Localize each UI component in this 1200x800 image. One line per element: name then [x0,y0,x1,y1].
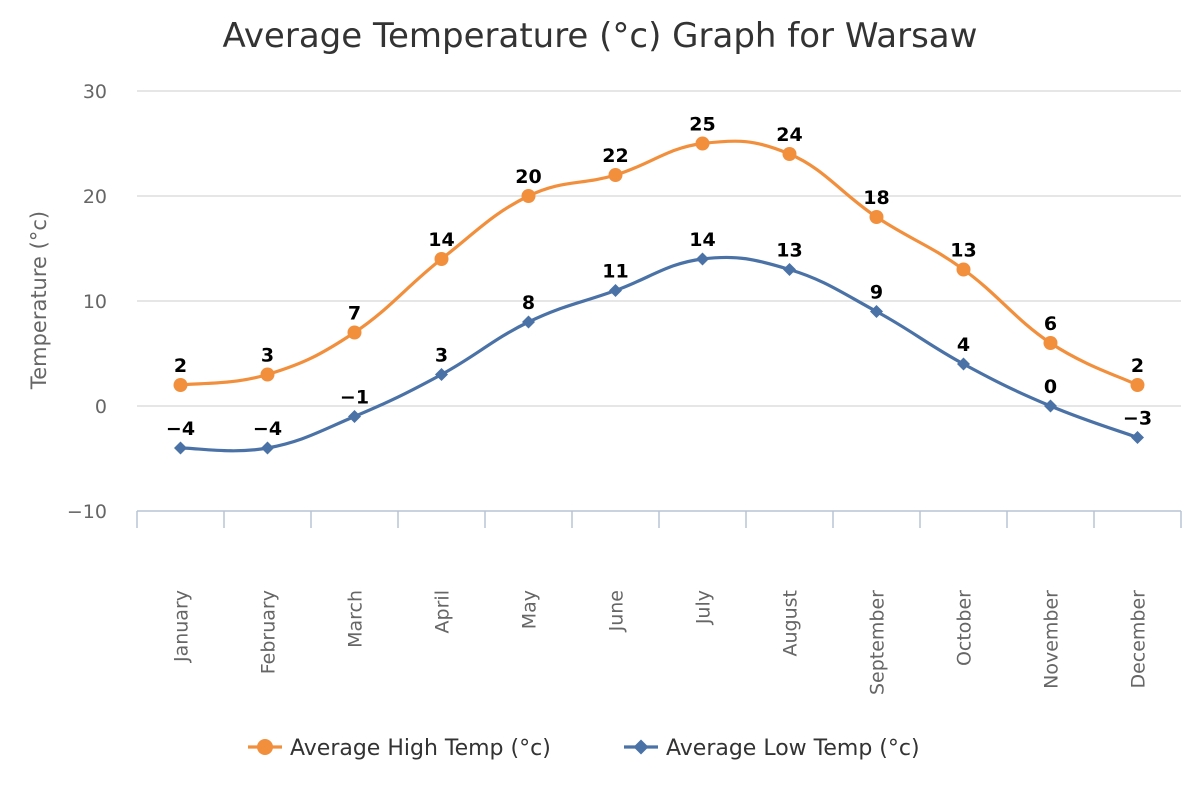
data-label: 9 [870,282,883,304]
data-point [957,357,970,371]
data-label: 2 [1131,355,1144,377]
data-point [1130,378,1145,392]
data-point [347,325,362,340]
data-point [608,168,623,182]
data-label: 3 [435,345,448,367]
y-tick-label: 30 [83,81,107,103]
data-point [260,367,275,382]
series-low [174,252,1144,455]
data-label: 13 [776,240,802,262]
x-tick-label: January [171,590,193,663]
data-label: −4 [166,418,195,440]
data-point [869,210,884,224]
y-axis-label: Temperature (°c) [27,211,51,390]
legend-marker [257,739,273,755]
legend-marker [633,739,649,755]
legend-label: Average High Temp (°c) [290,736,551,761]
data-label: 22 [602,145,628,167]
data-label: 0 [1044,376,1057,398]
x-axis [136,510,1182,528]
data-label: 7 [348,303,361,325]
data-point [1044,399,1057,413]
data-point [870,305,883,318]
data-label: 14 [689,229,715,251]
x-axis-ticks: January February March April May June July Augu… [171,590,1150,695]
x-tick-label: February [258,590,280,674]
data-point [1043,336,1058,350]
data-point [782,147,797,161]
data-point [174,441,187,455]
data-point [435,368,448,381]
data-label: 11 [602,261,628,283]
data-labels: 2 3 7 14 20 22 25 24 18 13 6 2 −4 −4 −1 3 8 11 14 13 9 4 0 −3 [166,114,1152,441]
series [173,136,1145,455]
chart-title: Average Temperature (°c) Graph for Warsa… [223,16,978,56]
y-tick-label: 10 [83,291,107,313]
data-label: 6 [1044,313,1057,335]
data-label: 18 [863,187,889,209]
data-point [348,410,361,423]
data-point [521,189,536,203]
data-point [434,252,449,266]
x-tick-label: March [345,590,367,648]
legend: Average High Temp (°c) Average Low Temp (… [248,736,920,761]
y-tick-label: −10 [67,501,107,523]
data-label: 24 [776,124,802,146]
legend-item: Average High Temp (°c) [248,736,551,761]
data-point [261,441,274,455]
data-label: 25 [689,114,715,136]
data-label: −4 [253,418,282,440]
data-point [956,262,971,277]
x-tick-label: August [780,590,802,657]
data-label: −1 [340,387,369,409]
y-tick-label: 20 [83,186,107,208]
data-point [696,252,709,266]
x-tick-label: May [519,590,541,629]
data-label: −3 [1123,408,1152,430]
y-axis-ticks: −10 0 10 20 30 [67,81,107,523]
x-tick-label: July [693,590,715,625]
series-high [173,136,1145,392]
gridlines [137,90,1181,407]
x-tick-label: November [1041,590,1063,689]
legend-item: Average Low Temp (°c) [624,736,920,761]
series-line [180,139,1139,387]
data-point [1131,431,1144,444]
legend-label: Average Low Temp (°c) [666,736,920,761]
x-tick-label: October [954,590,976,666]
x-tick-label: December [1128,590,1150,689]
data-point [783,263,796,276]
data-point [695,136,710,151]
data-label: 2 [174,355,187,377]
x-tick-label: April [432,590,454,633]
data-point [522,315,535,329]
data-label: 13 [950,240,976,262]
series-line [180,255,1139,453]
data-label: 3 [261,345,274,367]
data-label: 4 [957,334,970,356]
data-label: 8 [522,292,535,314]
data-point [173,378,188,392]
data-label: 14 [428,229,454,251]
x-tick-label: September [867,590,889,695]
data-label: 20 [515,166,541,188]
data-point [609,284,622,297]
x-tick-label: June [606,590,628,632]
y-tick-label: 0 [95,396,107,418]
